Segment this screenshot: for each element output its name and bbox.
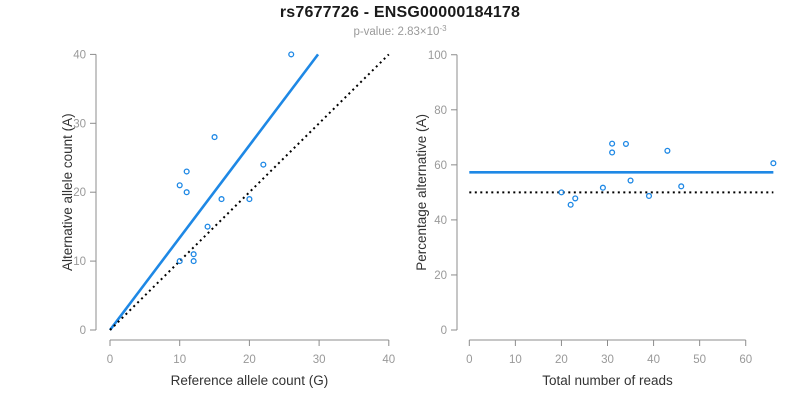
x-tick-label: 40 xyxy=(382,354,395,366)
x-tick-label: 10 xyxy=(509,354,522,366)
data-point xyxy=(572,195,579,202)
data-point xyxy=(176,258,183,265)
data-point xyxy=(183,168,190,175)
x-tick-label: 30 xyxy=(313,354,326,366)
y-tick-label: 0 xyxy=(80,325,86,337)
x-tick-label: 10 xyxy=(173,354,186,366)
x-tick-label: 0 xyxy=(107,354,113,366)
data-point xyxy=(645,192,653,200)
data-point xyxy=(260,161,267,168)
data-point xyxy=(599,184,606,191)
data-point xyxy=(211,134,218,141)
x-axis-label: Total number of reads xyxy=(542,373,673,388)
data-point xyxy=(678,183,685,190)
data-point xyxy=(770,160,777,167)
y-tick-label: 10 xyxy=(73,256,86,268)
figure-title: rs7677726 - ENSG00000184178 xyxy=(279,4,521,21)
data-point xyxy=(176,182,183,189)
data-point xyxy=(246,196,253,203)
x-axis-label: Reference allele count (G) xyxy=(171,373,329,388)
data-point xyxy=(664,147,671,154)
data-point xyxy=(558,189,565,196)
y-tick-label: 80 xyxy=(434,105,447,117)
y-tick-label: 30 xyxy=(73,118,86,130)
pvalue-exponent: -3 xyxy=(439,24,447,33)
y-tick-label: 20 xyxy=(73,187,86,199)
x-tick-label: 60 xyxy=(739,354,752,366)
x-tick-label: 40 xyxy=(647,354,660,366)
y-tick-label: 40 xyxy=(73,49,86,61)
regression-line xyxy=(108,53,320,331)
data-point xyxy=(567,201,574,208)
x-tick-label: 50 xyxy=(693,354,706,366)
y-tick-label: 60 xyxy=(434,160,447,172)
data-point xyxy=(218,196,225,203)
data-point xyxy=(627,177,634,184)
data-point xyxy=(622,140,629,147)
y-tick-label: 40 xyxy=(434,215,447,227)
pvalue-text: p-value: 2.83×10 xyxy=(353,26,440,38)
data-point xyxy=(183,189,190,196)
y-tick-label: 0 xyxy=(441,325,447,337)
data-point xyxy=(190,251,197,258)
x-tick-label: 30 xyxy=(601,354,614,366)
data-point xyxy=(288,51,295,58)
y-tick-label: 100 xyxy=(428,50,447,62)
y-tick-label: 20 xyxy=(434,270,447,282)
data-point xyxy=(204,223,211,230)
data-point xyxy=(190,258,197,265)
y-axis-label: Alternative allele count (A) xyxy=(60,113,75,271)
data-point xyxy=(609,140,616,147)
y-axis-label: Percentage alternative (A) xyxy=(414,114,429,271)
x-tick-label: 20 xyxy=(243,354,256,366)
figure-subtitle: p-value: 2.83×10-3 xyxy=(0,24,800,38)
x-tick-label: 0 xyxy=(466,354,472,366)
identity-line xyxy=(109,53,390,331)
data-point xyxy=(609,149,616,156)
x-tick-label: 20 xyxy=(555,354,568,366)
